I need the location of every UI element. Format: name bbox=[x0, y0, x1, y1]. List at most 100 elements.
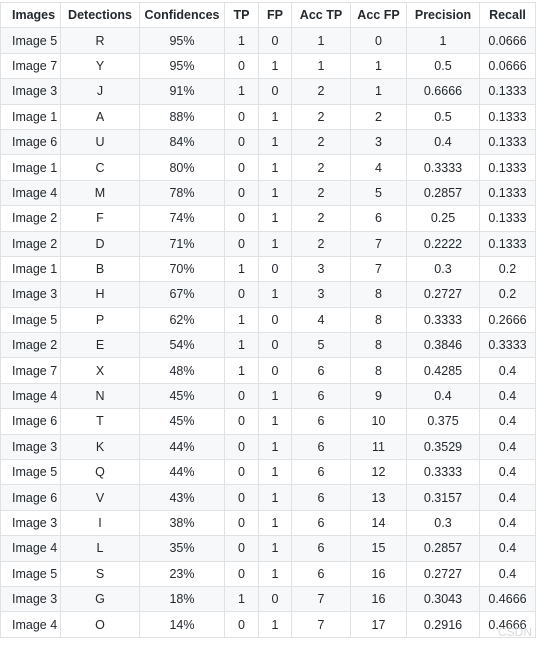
cell-acc-fp: 16 bbox=[350, 585, 407, 613]
cell-acc-fp: 12 bbox=[350, 459, 407, 486]
cell-recall: 0.1333 bbox=[479, 154, 536, 181]
cell-acc-tp: 6 bbox=[291, 459, 351, 486]
cell-tp: 0 bbox=[224, 154, 259, 181]
cell-acc-fp: 0 bbox=[350, 27, 407, 54]
header-acc-fp: Acc FP bbox=[350, 1, 407, 29]
cell-image: Image 6 bbox=[0, 484, 61, 511]
cell-detection: N bbox=[60, 382, 140, 410]
header-fp: FP bbox=[258, 1, 292, 29]
cell-fp: 1 bbox=[258, 560, 292, 587]
cell-detection: P bbox=[60, 306, 140, 334]
header-tp: TP bbox=[224, 1, 259, 29]
cell-fp: 0 bbox=[258, 78, 292, 105]
cell-acc-tp: 5 bbox=[291, 332, 351, 359]
cell-confidence: 88% bbox=[139, 103, 225, 130]
cell-precision: 0.2727 bbox=[406, 281, 480, 308]
table-row: Image 3 H 67% 0 1 3 8 0.2727 0.2 bbox=[0, 281, 536, 308]
cell-tp: 0 bbox=[224, 179, 259, 207]
cell-precision: 0.3043 bbox=[406, 585, 480, 613]
cell-image: Image 2 bbox=[0, 332, 61, 359]
cell-confidence: 35% bbox=[139, 535, 225, 562]
cell-precision: 0.2857 bbox=[406, 179, 480, 207]
cell-confidence: 44% bbox=[139, 433, 225, 461]
cell-acc-fp: 14 bbox=[350, 509, 407, 537]
cell-acc-fp: 1 bbox=[350, 78, 407, 105]
cell-fp: 1 bbox=[258, 205, 292, 232]
table-row: Image 3 I 38% 0 1 6 14 0.3 0.4 bbox=[0, 509, 536, 537]
cell-fp: 1 bbox=[258, 382, 292, 410]
cell-image: Image 1 bbox=[0, 154, 61, 181]
cell-image: Image 4 bbox=[0, 535, 61, 562]
cell-acc-tp: 3 bbox=[291, 281, 351, 308]
cell-fp: 0 bbox=[258, 306, 292, 334]
cell-precision: 1 bbox=[406, 27, 480, 54]
header-recall: Recall bbox=[479, 1, 536, 29]
table-row: Image 4 L 35% 0 1 6 15 0.2857 0.4 bbox=[0, 535, 536, 562]
cell-image: Image 4 bbox=[0, 611, 61, 638]
table-row: Image 2 E 54% 1 0 5 8 0.3846 0.3333 bbox=[0, 332, 536, 359]
cell-acc-fp: 4 bbox=[350, 154, 407, 181]
cell-confidence: 62% bbox=[139, 306, 225, 334]
cell-precision: 0.375 bbox=[406, 408, 480, 435]
cell-acc-tp: 6 bbox=[291, 560, 351, 587]
table-row: Image 5 S 23% 0 1 6 16 0.2727 0.4 bbox=[0, 560, 536, 587]
cell-confidence: 78% bbox=[139, 179, 225, 207]
cell-fp: 1 bbox=[258, 103, 292, 130]
cell-acc-fp: 8 bbox=[350, 281, 407, 308]
cell-detection: U bbox=[60, 128, 140, 156]
table-row: Image 1 B 70% 1 0 3 7 0.3 0.2 bbox=[0, 255, 536, 283]
cell-precision: 0.6666 bbox=[406, 78, 480, 105]
cell-tp: 0 bbox=[224, 382, 259, 410]
cell-recall: 0.1333 bbox=[479, 205, 536, 232]
cell-detection: D bbox=[60, 230, 140, 257]
cell-detection: K bbox=[60, 433, 140, 461]
cell-precision: 0.3 bbox=[406, 509, 480, 537]
cell-acc-tp: 6 bbox=[291, 509, 351, 537]
cell-image: Image 1 bbox=[0, 103, 61, 130]
cell-tp: 1 bbox=[224, 357, 259, 384]
cell-fp: 0 bbox=[258, 332, 292, 359]
cell-confidence: 23% bbox=[139, 560, 225, 587]
cell-recall: 0.4666 bbox=[479, 585, 536, 613]
cell-image: Image 6 bbox=[0, 408, 61, 435]
cell-acc-tp: 1 bbox=[291, 27, 351, 54]
cell-acc-tp: 2 bbox=[291, 154, 351, 181]
table-row: Image 7 Y 95% 0 1 1 1 0.5 0.0666 bbox=[0, 52, 536, 80]
cell-fp: 1 bbox=[258, 535, 292, 562]
table-row: Image 3 K 44% 0 1 6 11 0.3529 0.4 bbox=[0, 433, 536, 461]
table-row: Image 6 V 43% 0 1 6 13 0.3157 0.4 bbox=[0, 484, 536, 511]
cell-acc-tp: 2 bbox=[291, 230, 351, 257]
table-row: Image 5 R 95% 1 0 1 0 1 0.0666 bbox=[0, 27, 536, 54]
cell-recall: 0.2 bbox=[479, 281, 536, 308]
header-row: Images Detections Confidences TP FP Acc … bbox=[0, 1, 536, 29]
header-images: Images bbox=[0, 1, 61, 29]
cell-precision: 0.5 bbox=[406, 103, 480, 130]
cell-precision: 0.3333 bbox=[406, 306, 480, 334]
cell-acc-fp: 7 bbox=[350, 230, 407, 257]
cell-detection: R bbox=[60, 27, 140, 54]
cell-image: Image 5 bbox=[0, 459, 61, 486]
table-row: Image 1 C 80% 0 1 2 4 0.3333 0.1333 bbox=[0, 154, 536, 181]
cell-detection: I bbox=[60, 509, 140, 537]
cell-fp: 1 bbox=[258, 52, 292, 80]
cell-precision: 0.2916 bbox=[406, 611, 480, 638]
cell-acc-tp: 2 bbox=[291, 128, 351, 156]
cell-image: Image 7 bbox=[0, 357, 61, 384]
cell-tp: 0 bbox=[224, 205, 259, 232]
table-row: Image 7 X 48% 1 0 6 8 0.4285 0.4 bbox=[0, 357, 536, 384]
cell-recall: 0.2 bbox=[479, 255, 536, 283]
cell-tp: 0 bbox=[224, 509, 259, 537]
cell-acc-fp: 5 bbox=[350, 179, 407, 207]
cell-confidence: 54% bbox=[139, 332, 225, 359]
cell-recall: 0.4 bbox=[479, 433, 536, 461]
cell-image: Image 2 bbox=[0, 230, 61, 257]
cell-tp: 0 bbox=[224, 433, 259, 461]
cell-image: Image 3 bbox=[0, 509, 61, 537]
cell-image: Image 2 bbox=[0, 205, 61, 232]
cell-acc-fp: 9 bbox=[350, 382, 407, 410]
cell-acc-tp: 2 bbox=[291, 103, 351, 130]
cell-fp: 1 bbox=[258, 179, 292, 207]
cell-tp: 1 bbox=[224, 27, 259, 54]
cell-tp: 0 bbox=[224, 408, 259, 435]
cell-fp: 1 bbox=[258, 408, 292, 435]
